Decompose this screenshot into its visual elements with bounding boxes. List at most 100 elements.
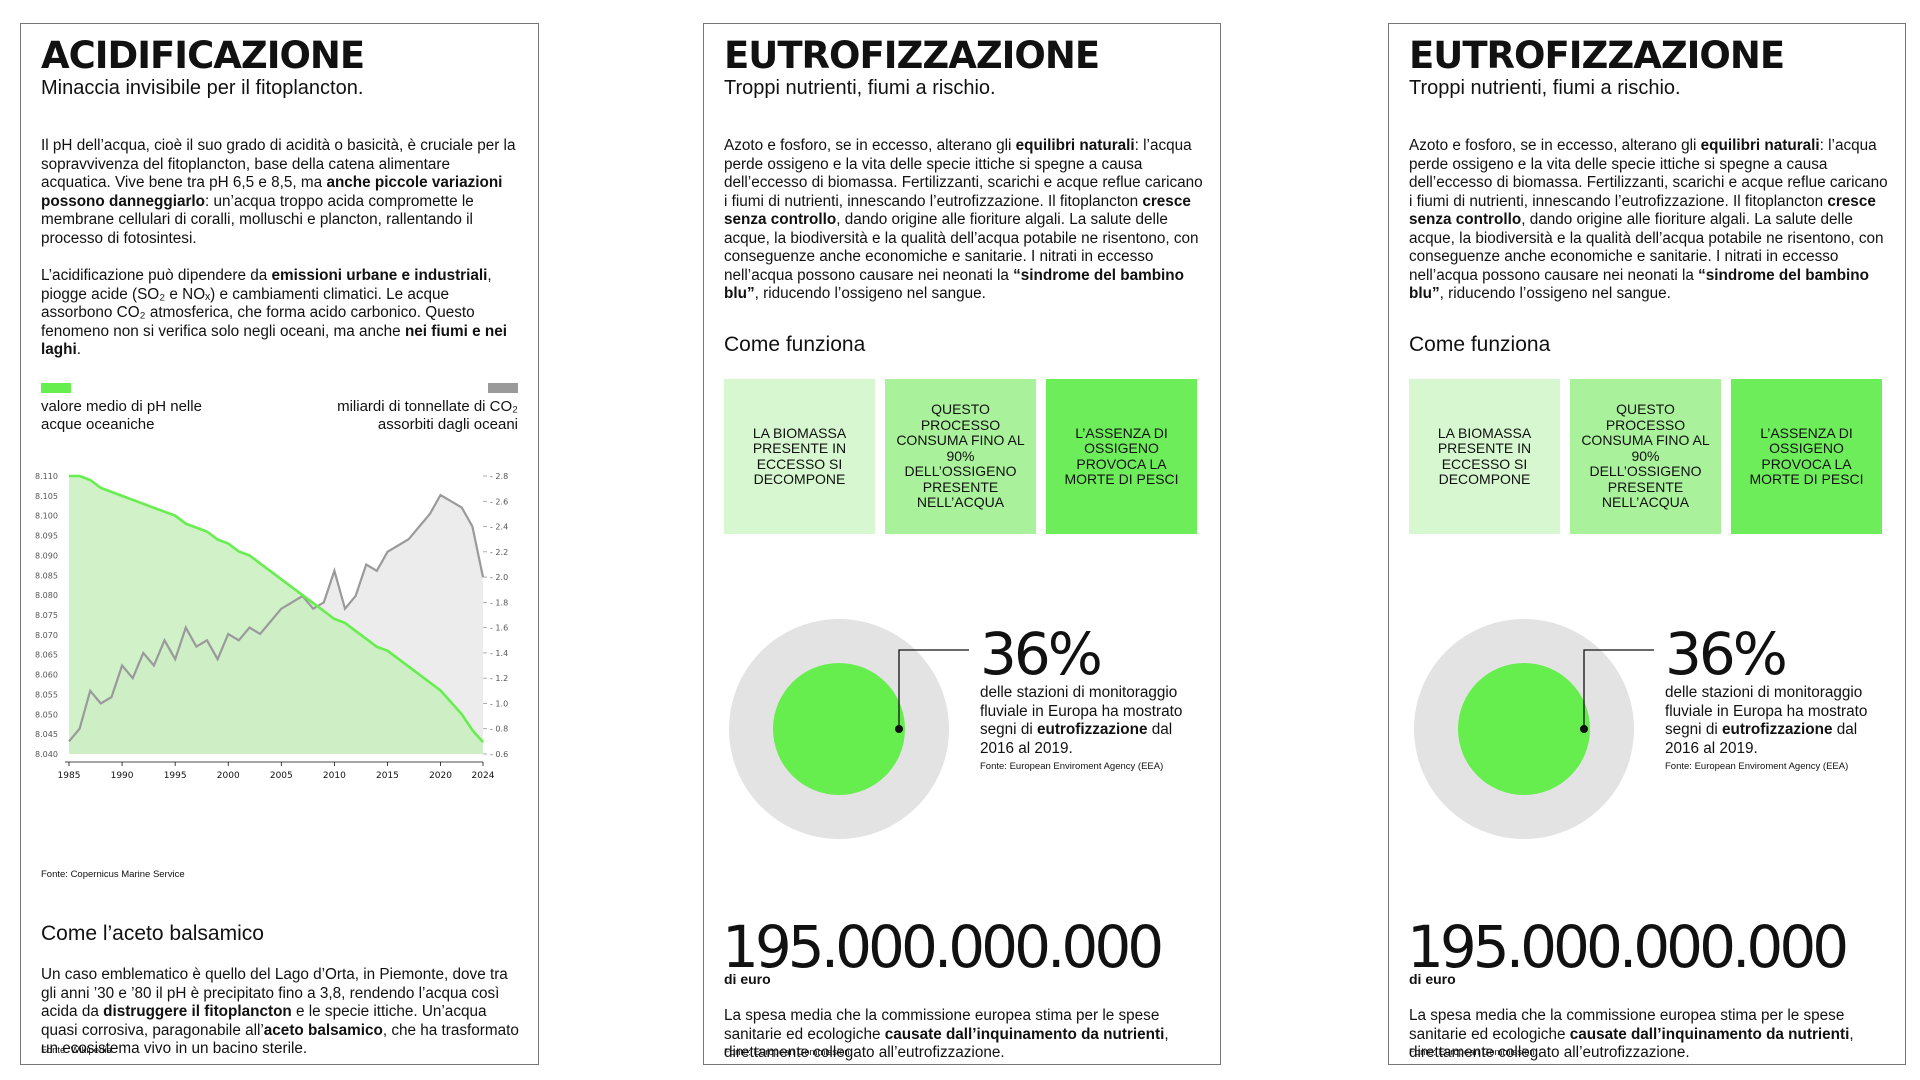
bold-text-run: eutrofizzazione: [1036, 721, 1148, 738]
text-run: , riducendo l’ossigeno nel sangue.: [1439, 285, 1671, 302]
y-right-tick-label: - 2.6: [490, 497, 508, 506]
y-left-tick-label: 8.075: [35, 611, 58, 620]
y-right-tick-label: - 2.4: [490, 523, 508, 532]
y-right-tick-label: - 1.0: [490, 699, 508, 708]
bold-text-run: “sindrome del bambino blu”: [724, 266, 1184, 303]
bold-text-run: eutrofizzazione: [1721, 721, 1833, 738]
y-right-tick-label: - 1.2: [490, 674, 508, 683]
stat-value: 36%: [1665, 620, 1788, 688]
stat-source: Fonte: European Enviroment Agency (EEA): [1665, 761, 1849, 772]
cost-description: La spesa media che la commissione europe…: [1409, 1007, 1891, 1063]
text-run: dal 2016 al 2019.: [980, 721, 1173, 757]
callout-line: [1583, 649, 1654, 729]
y-right-tick-label: - 1.4: [490, 649, 508, 658]
text-run: , riducendo l’ossigeno nel sangue.: [754, 285, 986, 302]
stat-description: delle stazioni di monitoraggio fluviale …: [1665, 684, 1885, 758]
y-left-tick-label: 8.100: [35, 512, 58, 521]
panel-subtitle: Troppi nutrienti, fiumi a rischio.: [1409, 77, 1681, 99]
x-tick-label: 2010: [323, 771, 346, 781]
x-tick-label: 2000: [217, 771, 240, 781]
bold-text-run: cresce senza controllo: [1409, 192, 1876, 229]
process-step-2: QUESTO PROCESSO CONSUMA FINO AL 90% DELL…: [1570, 379, 1721, 534]
legend-swatch-co2: [488, 383, 518, 393]
cause-paragraph: L’acidificazione può dipendere da emissi…: [41, 267, 521, 360]
bold-text-run: nei fiumi e nei laghi: [41, 322, 507, 359]
text-run: delle stazioni di monitoraggio fluviale …: [1665, 684, 1868, 738]
y-left-tick-label: 8.070: [35, 631, 58, 640]
cost-source: Fonte: European Commission: [1409, 1047, 1535, 1058]
text-run: , piogge acide (SO₂ e NOₓ) e cambiamenti…: [41, 267, 492, 340]
y-right-tick-label: - 0.8: [490, 725, 508, 734]
x-tick-label: 2015: [376, 771, 399, 781]
stat-circle: [1414, 619, 1634, 839]
chart-source: Fonte: Copernicus Marine Service: [41, 869, 185, 880]
text-run: La spesa media che la commissione europe…: [1409, 1007, 1845, 1043]
y-left-tick-label: 8.040: [35, 750, 58, 759]
y-left-tick-label: 8.045: [35, 730, 58, 739]
legend-swatch-ph: [41, 383, 71, 393]
y-right-tick-label: - 2.8: [490, 472, 508, 481]
text-run: , dando origine alle fioriture algali. L…: [724, 211, 1199, 284]
text-run: Azoto e fosforo, se in eccesso, alterano…: [1409, 137, 1701, 154]
text-run: dal 2016 al 2019.: [1665, 721, 1858, 757]
co2-line: [68, 493, 485, 743]
panel-title: EUTROFIZZAZIONE: [1409, 34, 1785, 77]
x-tick-label: 2024: [472, 771, 495, 781]
callout-line: [898, 649, 969, 729]
text-run: , direttamente collegato all’eutrofizzaz…: [1409, 1025, 1854, 1062]
process-step-1: LA BIOMASSA PRESENTE IN ECCESSO SI DECOM…: [724, 379, 875, 534]
eutrofizzazione-panel-copy: EUTROFIZZAZIONE Troppi nutrienti, fiumi …: [1388, 23, 1906, 1065]
bold-text-run: causate dall’inquinamento da nutrienti: [1569, 1025, 1850, 1043]
bold-text-run: equilibri naturali: [1700, 137, 1820, 154]
text-run: delle stazioni di monitoraggio fluviale …: [980, 684, 1183, 738]
cost-source: Fonte: European Commission: [724, 1047, 850, 1058]
y-left-tick-label: 8.080: [35, 591, 58, 600]
panel-title: EUTROFIZZAZIONE: [724, 34, 1100, 77]
stat-value: 36%: [980, 620, 1103, 688]
bold-text-run: distruggere il fitoplancton: [103, 1003, 292, 1020]
panel-subtitle: Troppi nutrienti, fiumi a rischio.: [724, 77, 996, 99]
y-right-tick-label: - 1.8: [490, 598, 508, 607]
text-run: Il pH dell’acqua, cioè il suo grado di a…: [41, 137, 516, 191]
panel-title: ACIDIFICAZIONE: [41, 34, 365, 77]
text-run: , dando origine alle fioriture algali. L…: [1409, 211, 1884, 284]
bold-text-run: cresce senza controllo: [724, 192, 1191, 229]
y-left-tick-label: 8.105: [35, 492, 58, 501]
stat-source: Fonte: European Enviroment Agency (EEA): [980, 761, 1164, 772]
eutro-paragraph: Azoto e fosforo, se in eccesso, alterano…: [724, 137, 1206, 304]
source-note: Fonte: Wikipedia: [41, 1045, 112, 1056]
eutrophic-share-circle: [1458, 663, 1590, 795]
y-left-tick-label: 8.095: [35, 532, 58, 541]
text-run: Un caso emblematico è quello del Lago d’…: [41, 966, 508, 1020]
lake-orta-paragraph: Un caso emblematico è quello del Lago d’…: [41, 966, 521, 1059]
bold-text-run: equilibri naturali: [1015, 137, 1135, 154]
text-run: , che ha trasformato un ecosistema vivo …: [41, 1021, 519, 1058]
x-tick-label: 1985: [58, 771, 81, 781]
big-number: 195.000.000.000: [1407, 913, 1849, 981]
eutro-paragraph: Azoto e fosforo, se in eccesso, alterano…: [1409, 137, 1891, 304]
text-run: L’acidificazione può dipendere da: [41, 267, 272, 284]
text-run: e le specie ittiche. Un’acqua quasi corr…: [41, 1003, 487, 1039]
stat-description: delle stazioni di monitoraggio fluviale …: [980, 684, 1200, 758]
y-left-tick-label: 8.110: [35, 472, 58, 481]
text-run: : l’acqua perde ossigeno e la vita delle…: [724, 137, 1203, 210]
y-right-tick-label: - 1.6: [490, 624, 508, 633]
legend-ph: valore medio di pH nelle acque oceaniche: [41, 398, 202, 433]
bold-text-run: anche piccole variazioni possono dannegg…: [41, 174, 503, 210]
text-run: : un’acqua troppo acida compromette le m…: [41, 192, 474, 247]
section-title: Come l’aceto balsamico: [41, 922, 264, 945]
y-left-tick-label: 8.065: [35, 651, 58, 660]
panel-subtitle: Minaccia invisibile per il fitoplancton.: [41, 77, 364, 99]
big-number-unit: di euro: [1409, 971, 1456, 987]
bold-text-run: causate dall’inquinamento da nutrienti: [884, 1025, 1165, 1043]
bold-text-run: aceto balsamico: [263, 1021, 383, 1039]
legend-co2: miliardi di tonnellate di CO₂ assorbiti …: [337, 398, 518, 433]
intro-paragraph: Il pH dell’acqua, cioè il suo grado di a…: [41, 137, 521, 248]
y-left-tick-label: 8.060: [35, 671, 58, 680]
how-it-works-title: Come funziona: [724, 333, 866, 356]
process-step-3: L’ASSENZA DI OSSIGENO PROVOCA LA MORTE D…: [1731, 379, 1882, 534]
y-right-tick-label: - 2.2: [490, 548, 508, 557]
stat-circle: [729, 619, 949, 839]
x-tick-label: 1995: [164, 771, 187, 781]
text-run: , direttamente collegato all’eutrofizzaz…: [724, 1025, 1169, 1062]
